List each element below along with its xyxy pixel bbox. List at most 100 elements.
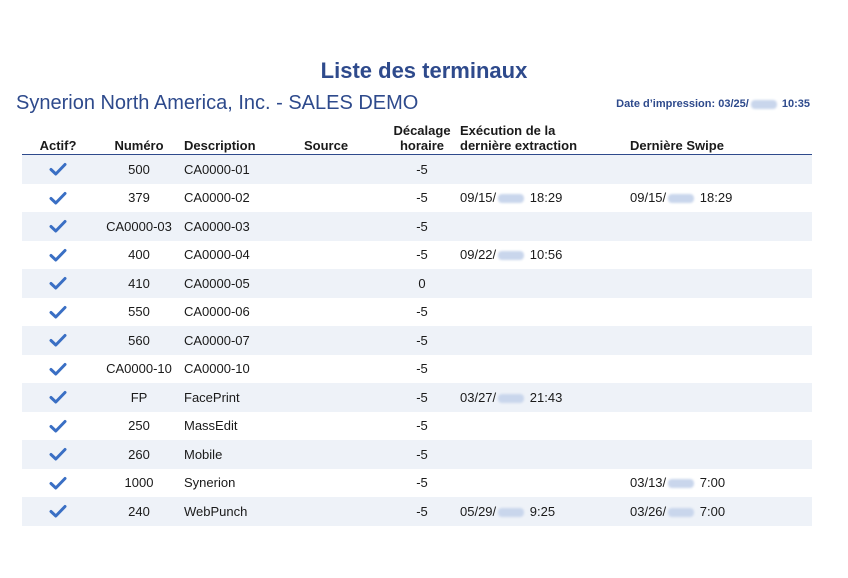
cell-description: MassEdit <box>184 411 304 440</box>
col-numero: Numéro <box>94 120 184 155</box>
table-row: FP FacePrint -5 03/27/ 21:43 <box>22 383 812 412</box>
cell-execution-time: 10:56 <box>526 247 563 263</box>
cell-description: CA0000-03 <box>184 212 304 241</box>
table-row: 379 CA0000-02 -5 09/15/ 18:29 09/15/ 18:29 <box>22 183 812 212</box>
cell-source <box>304 297 384 326</box>
cell-execution <box>460 354 630 383</box>
terminals-table: Actif? Numéro Description Source Décalag… <box>22 120 812 526</box>
cell-execution-date: 03/27/ <box>460 389 497 405</box>
cell-numero: 379 <box>94 183 184 212</box>
checkmark-icon <box>22 440 94 469</box>
cell-execution-time: 18:29 <box>526 190 563 206</box>
table-row: 250 MassEdit -5 <box>22 411 812 440</box>
redacted-year <box>498 507 525 517</box>
cell-source <box>304 240 384 269</box>
cell-swipe: 03/26/ 7:00 <box>630 497 812 526</box>
redacted-year <box>668 507 695 517</box>
cell-description: CA0000-01 <box>184 154 304 184</box>
table-row: 550 CA0000-06 -5 <box>22 297 812 326</box>
table-row: 400 CA0000-04 -5 09/22/ 10:56 <box>22 240 812 269</box>
col-description: Description <box>184 120 304 155</box>
cell-numero: 240 <box>94 497 184 526</box>
cell-numero: 410 <box>94 269 184 298</box>
cell-execution-date: 09/15/ <box>460 190 497 206</box>
cell-numero: 550 <box>94 297 184 326</box>
cell-decalage: 0 <box>384 269 460 298</box>
cell-numero: FP <box>94 383 184 412</box>
cell-swipe <box>630 154 812 184</box>
redacted-year <box>498 393 525 403</box>
cell-execution: 05/29/ 9:25 <box>460 497 630 526</box>
redacted-year <box>498 251 525 261</box>
col-actif: Actif? <box>22 120 94 155</box>
cell-numero: CA0000-03 <box>94 212 184 241</box>
checkmark-icon <box>22 411 94 440</box>
cell-description: Mobile <box>184 440 304 469</box>
cell-source <box>304 497 384 526</box>
cell-execution <box>460 212 630 241</box>
cell-decalage: -5 <box>384 468 460 497</box>
cell-swipe-time: 18:29 <box>696 190 733 206</box>
cell-execution: 03/27/ 21:43 <box>460 383 630 412</box>
table-row: 1000 Synerion -5 03/13/ 7:00 <box>22 468 812 497</box>
col-swipe: Dernière Swipe <box>630 120 812 155</box>
cell-decalage: -5 <box>384 183 460 212</box>
cell-decalage: -5 <box>384 326 460 355</box>
cell-swipe <box>630 212 812 241</box>
col-decalage-label: Décalage horaire <box>393 123 451 153</box>
checkmark-icon <box>22 354 94 383</box>
table-header-row: Actif? Numéro Description Source Décalag… <box>22 120 812 155</box>
cell-source <box>304 326 384 355</box>
cell-execution <box>460 297 630 326</box>
cell-swipe <box>630 354 812 383</box>
cell-swipe <box>630 297 812 326</box>
cell-numero: 560 <box>94 326 184 355</box>
checkmark-icon <box>22 326 94 355</box>
cell-execution-time: 21:43 <box>526 389 563 405</box>
cell-decalage: -5 <box>384 354 460 383</box>
cell-execution-time: 9:25 <box>526 503 556 519</box>
cell-swipe <box>630 269 812 298</box>
cell-swipe-time: 7:00 <box>696 503 726 519</box>
cell-source <box>304 183 384 212</box>
cell-numero: 260 <box>94 440 184 469</box>
cell-execution <box>460 411 630 440</box>
redacted-year <box>750 99 777 109</box>
redacted-year <box>498 194 525 204</box>
col-source: Source <box>304 120 384 155</box>
cell-description: CA0000-10 <box>184 354 304 383</box>
cell-description: CA0000-06 <box>184 297 304 326</box>
table-row: 560 CA0000-07 -5 <box>22 326 812 355</box>
cell-decalage: -5 <box>384 440 460 469</box>
cell-decalage: -5 <box>384 240 460 269</box>
checkmark-icon <box>22 212 94 241</box>
checkmark-icon <box>22 154 94 184</box>
print-date: Date d’impression: 03/25/ 10:35 <box>616 98 810 110</box>
cell-swipe <box>630 440 812 469</box>
print-date-time: 10:35 <box>778 98 810 110</box>
cell-source <box>304 212 384 241</box>
checkmark-icon <box>22 269 94 298</box>
cell-source <box>304 154 384 184</box>
cell-execution: 09/22/ 10:56 <box>460 240 630 269</box>
cell-decalage: -5 <box>384 212 460 241</box>
cell-swipe-date: 03/13/ <box>630 475 667 491</box>
cell-decalage: -5 <box>384 154 460 184</box>
cell-numero: 400 <box>94 240 184 269</box>
cell-swipe: 03/13/ 7:00 <box>630 468 812 497</box>
cell-description: CA0000-04 <box>184 240 304 269</box>
cell-swipe <box>630 383 812 412</box>
checkmark-icon <box>22 468 94 497</box>
checkmark-icon <box>22 297 94 326</box>
cell-execution-date: 05/29/ <box>460 503 497 519</box>
cell-swipe-date: 03/26/ <box>630 503 667 519</box>
cell-source <box>304 354 384 383</box>
report-title: Liste des terminaux <box>320 58 528 83</box>
cell-description: CA0000-02 <box>184 183 304 212</box>
table-row: 240 WebPunch -5 05/29/ 9:25 03/26/ 7:00 <box>22 497 812 526</box>
cell-execution: 09/15/ 18:29 <box>460 183 630 212</box>
cell-execution <box>460 154 630 184</box>
company-name: Synerion North America, Inc. - SALES DEM… <box>16 92 419 114</box>
cell-source <box>304 383 384 412</box>
cell-source <box>304 269 384 298</box>
